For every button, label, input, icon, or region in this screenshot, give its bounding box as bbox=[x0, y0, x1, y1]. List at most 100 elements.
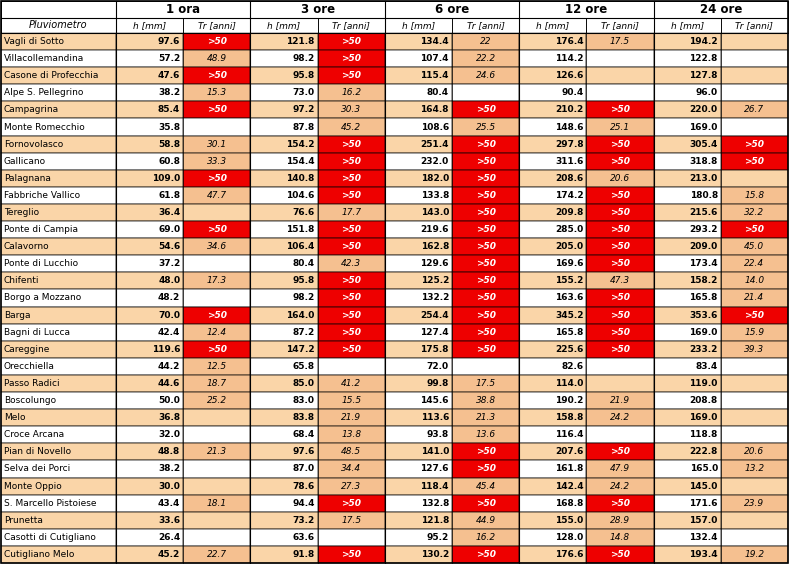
Bar bbox=[653, 255, 721, 272]
Bar bbox=[116, 1, 250, 18]
Text: 193.4: 193.4 bbox=[689, 550, 718, 559]
Bar bbox=[721, 409, 788, 426]
Text: 162.8: 162.8 bbox=[421, 242, 449, 251]
Text: >50: >50 bbox=[610, 157, 630, 166]
Text: 311.6: 311.6 bbox=[555, 157, 583, 166]
Bar bbox=[250, 392, 318, 409]
Text: 45.4: 45.4 bbox=[476, 482, 495, 491]
Bar bbox=[116, 512, 183, 529]
Bar bbox=[519, 324, 586, 341]
Bar bbox=[318, 512, 385, 529]
Bar bbox=[183, 187, 250, 204]
Bar bbox=[1, 358, 116, 375]
Bar bbox=[452, 324, 519, 341]
Text: >50: >50 bbox=[207, 37, 226, 46]
Text: 18.1: 18.1 bbox=[207, 499, 227, 508]
Bar bbox=[385, 324, 452, 341]
Text: Cutigliano Melo: Cutigliano Melo bbox=[4, 550, 74, 559]
Bar bbox=[318, 153, 385, 170]
Bar bbox=[452, 238, 519, 255]
Text: 6 ore: 6 ore bbox=[435, 3, 469, 16]
Text: Orecchiella: Orecchiella bbox=[4, 362, 55, 371]
Bar bbox=[1, 170, 116, 187]
Text: 90.4: 90.4 bbox=[561, 89, 583, 98]
Text: 12 ore: 12 ore bbox=[565, 3, 608, 16]
Text: 157.0: 157.0 bbox=[690, 515, 718, 525]
Bar bbox=[1, 50, 116, 67]
Bar bbox=[183, 238, 250, 255]
Text: >50: >50 bbox=[476, 293, 495, 302]
Bar bbox=[385, 255, 452, 272]
Text: >50: >50 bbox=[341, 328, 361, 337]
Bar bbox=[385, 170, 452, 187]
Bar bbox=[653, 18, 721, 33]
Text: 129.6: 129.6 bbox=[421, 259, 449, 268]
Bar bbox=[721, 170, 788, 187]
Text: 85.4: 85.4 bbox=[158, 105, 180, 114]
Text: 18.7: 18.7 bbox=[207, 379, 227, 388]
Text: 118.8: 118.8 bbox=[690, 430, 718, 439]
Bar bbox=[183, 289, 250, 307]
Bar bbox=[586, 307, 653, 324]
Bar bbox=[116, 341, 183, 358]
Bar bbox=[653, 324, 721, 341]
Bar bbox=[250, 255, 318, 272]
Bar bbox=[385, 50, 452, 67]
Bar bbox=[452, 529, 519, 546]
Bar bbox=[250, 358, 318, 375]
Bar bbox=[519, 358, 586, 375]
Text: 85.0: 85.0 bbox=[293, 379, 315, 388]
Text: 80.4: 80.4 bbox=[293, 259, 315, 268]
Bar bbox=[250, 272, 318, 289]
Text: >50: >50 bbox=[341, 157, 361, 166]
Text: 30.3: 30.3 bbox=[341, 105, 361, 114]
Text: >50: >50 bbox=[610, 191, 630, 200]
Text: 21.9: 21.9 bbox=[341, 413, 361, 422]
Bar bbox=[183, 84, 250, 102]
Text: >50: >50 bbox=[610, 499, 630, 508]
Bar bbox=[183, 102, 250, 118]
Text: 213.0: 213.0 bbox=[690, 174, 718, 183]
Text: 98.2: 98.2 bbox=[293, 54, 315, 63]
Bar bbox=[519, 118, 586, 135]
Bar bbox=[519, 460, 586, 478]
Text: Calavorno: Calavorno bbox=[4, 242, 50, 251]
Bar bbox=[586, 546, 653, 563]
Bar bbox=[586, 221, 653, 238]
Bar bbox=[721, 324, 788, 341]
Bar bbox=[183, 409, 250, 426]
Text: 38.2: 38.2 bbox=[158, 89, 180, 98]
Bar bbox=[586, 478, 653, 495]
Text: 118.4: 118.4 bbox=[421, 482, 449, 491]
Bar bbox=[385, 409, 452, 426]
Bar bbox=[452, 460, 519, 478]
Text: 207.6: 207.6 bbox=[555, 447, 583, 456]
Bar bbox=[116, 33, 183, 50]
Text: 21.9: 21.9 bbox=[610, 396, 630, 405]
Bar bbox=[116, 375, 183, 392]
Text: >50: >50 bbox=[476, 328, 495, 337]
Bar bbox=[653, 84, 721, 102]
Bar bbox=[721, 33, 788, 50]
Text: >50: >50 bbox=[476, 311, 495, 320]
Bar bbox=[721, 512, 788, 529]
Bar bbox=[318, 118, 385, 135]
Bar bbox=[586, 375, 653, 392]
Text: 169.0: 169.0 bbox=[690, 328, 718, 337]
Bar bbox=[519, 307, 586, 324]
Bar bbox=[452, 272, 519, 289]
Text: 97.2: 97.2 bbox=[292, 105, 315, 114]
Bar bbox=[653, 375, 721, 392]
Bar bbox=[385, 341, 452, 358]
Text: 15.3: 15.3 bbox=[207, 89, 227, 98]
Bar bbox=[116, 478, 183, 495]
Bar bbox=[452, 255, 519, 272]
Bar bbox=[519, 102, 586, 118]
Text: 168.8: 168.8 bbox=[555, 499, 583, 508]
Bar bbox=[116, 118, 183, 135]
Text: >50: >50 bbox=[610, 328, 630, 337]
Text: Vagli di Sotto: Vagli di Sotto bbox=[4, 37, 64, 46]
Bar bbox=[653, 443, 721, 460]
Bar bbox=[1, 443, 116, 460]
Text: 45.0: 45.0 bbox=[744, 242, 765, 251]
